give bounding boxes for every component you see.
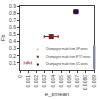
svg-text:Champagne made from UP wines: Champagne made from UP wines [46, 47, 89, 51]
svg-text:0: 0 [17, 75, 23, 78]
svg-text:0.6: 0.6 [9, 24, 16, 30]
svg-text:0.3: 0.3 [9, 45, 16, 51]
svg-text:0.002: 0.002 [33, 75, 39, 88]
svg-text:0.2: 0.2 [9, 53, 16, 59]
svg-text:0.006: 0.006 [66, 75, 72, 88]
svg-text:0.4: 0.4 [9, 38, 16, 44]
svg-text:0.001: 0.001 [25, 75, 31, 88]
svg-text:0.9: 0.9 [9, 3, 16, 9]
svg-text:0.007: 0.007 [74, 75, 80, 88]
svg-text:0.004: 0.004 [50, 75, 56, 88]
svg-text:0.5: 0.5 [9, 31, 16, 37]
svg-text:e_εmean: e_εmean [45, 91, 69, 97]
svg-text:0.0080: 0.0080 [82, 75, 88, 91]
svg-text:0.7: 0.7 [9, 17, 16, 23]
svg-text:0.009: 0.009 [91, 75, 97, 88]
svg-text:Champagne made from UC wines: Champagne made from UC wines [46, 62, 89, 66]
svg-text:Champagne made from R TO wines: Champagne made from R TO wines [46, 55, 91, 59]
svg-text:0.1: 0.1 [9, 60, 16, 66]
svg-text:0.8: 0.8 [9, 10, 16, 16]
svg-text:Fb: Fb [0, 34, 6, 42]
svg-text:0.005: 0.005 [58, 75, 64, 88]
svg-text:0.003: 0.003 [41, 75, 47, 88]
